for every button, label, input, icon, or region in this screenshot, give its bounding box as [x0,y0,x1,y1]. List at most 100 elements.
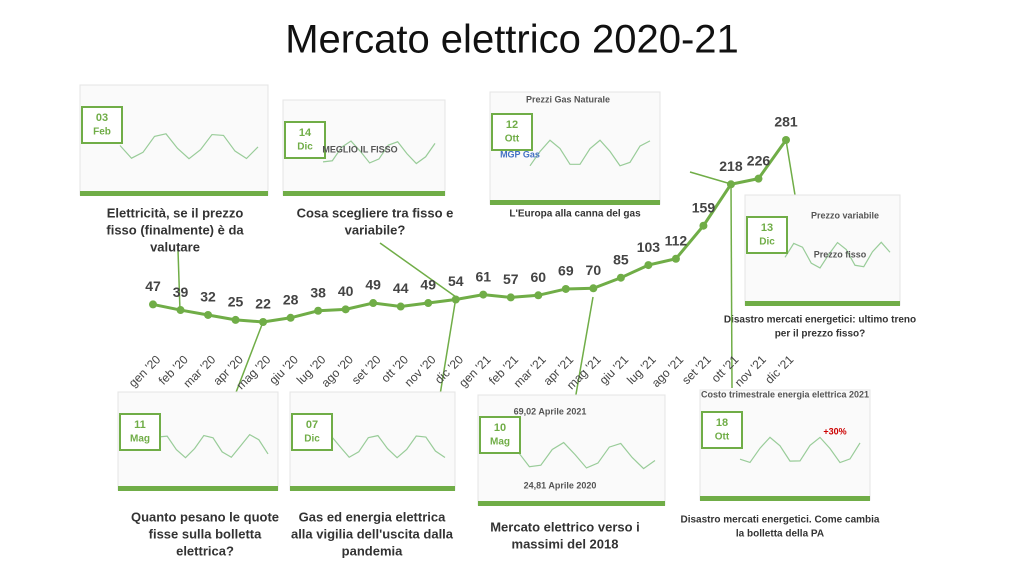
badge [479,416,521,454]
point [176,306,185,315]
caption: variabile? [345,222,406,237]
point [341,305,350,314]
point [204,310,213,319]
x-tick-label: giu '21 [597,352,632,387]
thumbnail-line [322,140,436,165]
connector [574,296,594,401]
point [259,318,268,326]
caption: pandemia [342,543,403,558]
point [644,261,653,270]
badge [701,411,743,449]
value-label: 159 [692,199,716,215]
point [314,306,323,315]
value-label: 39 [173,284,189,300]
value-label: 103 [637,239,661,255]
badge [746,216,788,254]
point [369,299,378,308]
thumbnail-line [329,434,446,459]
value-label: 57 [503,271,519,287]
thumbnail-bar [700,496,870,501]
caption: valutare [150,239,200,254]
value-label: 60 [531,269,547,285]
chart-title: Mercato elettrico 2020-21 [285,18,739,62]
point [561,284,570,293]
value-label: 85 [613,251,629,267]
connector [439,296,457,396]
badge-month: Ott [505,134,520,145]
connector [785,139,796,196]
value-label: 281 [774,114,798,130]
point [451,295,460,304]
badge [491,113,533,151]
badge-day: 12 [506,119,518,131]
badge-day: 14 [299,127,312,139]
thumbnail-bar [80,191,268,196]
caption: fisso (finalmente) è da [106,222,244,237]
value-label: 22 [255,296,271,312]
point [699,221,708,230]
thumbnail-text: +30% [823,426,846,436]
point [754,174,763,183]
value-label: 32 [200,289,216,305]
thumbnail-bar [745,301,900,306]
caption: Gas ed energia elettrica [299,509,446,524]
thumbnail-bar [490,200,660,205]
connector [379,242,457,298]
badge-month: Feb [93,127,111,138]
thumbnail-text: MEGLIO IL FISSO [322,144,397,154]
badge-month: Mag [130,434,150,445]
line [152,139,788,324]
badge [284,121,326,159]
thumbnail-text: Prezzo fisso [814,249,867,259]
caption: L'Europa alla canna del gas [509,209,641,220]
x-tick-label: ago '20 [319,352,357,390]
annotations: 03 Feb Elettricità, se il prezzo fisso (fin… [79,84,916,558]
caption: Elettricità, se il prezzo [107,205,244,220]
value-label: 28 [283,291,299,307]
badge-month: Ott [715,432,730,443]
badge-month: Mag [490,437,510,448]
point [396,302,405,311]
badge-day: 10 [494,422,506,434]
thumbnail-line [517,441,656,470]
value-label: 40 [338,283,354,299]
thumbnail-line [157,433,269,459]
badge-day: 11 [134,419,146,431]
value-label: 69 [558,263,574,279]
x-tick-label: ago '21 [649,352,687,390]
thumbnail-bar [283,191,445,196]
value-label: 54 [448,273,464,289]
badge-month: Dic [304,434,320,445]
value-label: 47 [145,278,161,294]
caption: Quanto pesano le quote [131,509,279,524]
value-label: 112 [665,232,688,248]
value-label: 70 [586,262,602,278]
x-tick-label: gen '21 [456,352,494,390]
badge-month: Dic [759,237,775,248]
caption: fisse sulla bolletta [149,526,262,541]
connector [730,183,733,389]
badge [81,106,123,144]
point [589,284,598,293]
value-label: 38 [310,284,326,300]
value-label: 49 [365,277,381,293]
x-tick-label: set '21 [679,352,714,387]
thumbnail-text: 69,02 Aprile 2021 [514,406,587,416]
caption: Disastro mercati energetici: ultimo tren… [724,315,916,326]
caption: Mercato elettrico verso i [490,519,640,534]
badge [291,413,333,451]
thumbnail-line [784,241,891,269]
point [534,291,543,300]
value-label: 61 [475,268,491,284]
caption: la bolletta della PA [736,529,824,540]
thumbnail-line [529,139,651,167]
connector [234,321,264,396]
badge-day: 18 [716,417,728,429]
badge-month: Dic [297,142,313,153]
x-tick-label: gen '20 [126,352,164,390]
caption: elettrica? [176,543,234,558]
thumbnail-text: 24,81 Aprile 2020 [524,480,597,490]
thumbnail-text: MGP Gas [500,149,540,159]
value-label: 25 [228,294,244,310]
